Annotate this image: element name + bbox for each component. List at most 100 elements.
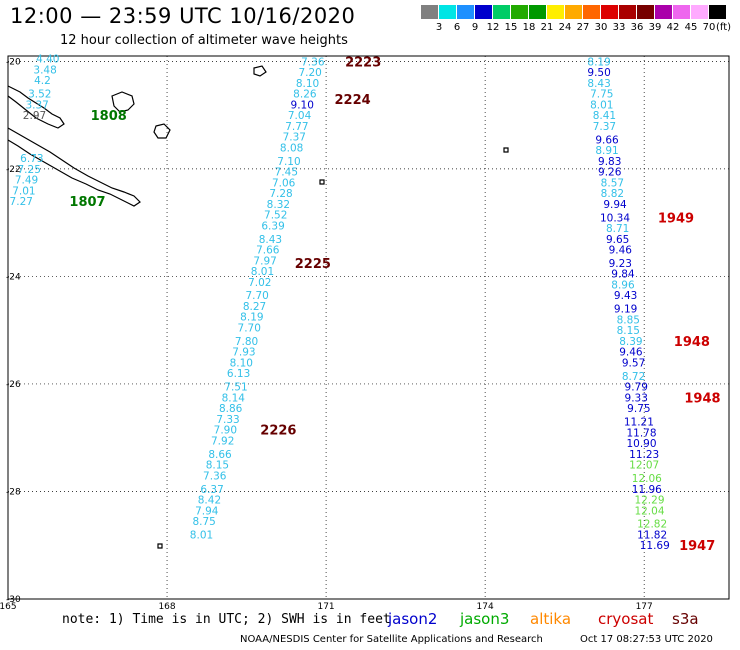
wave-height-value: 7.37 <box>283 132 306 144</box>
wave-height-value: 8.32 <box>267 199 290 211</box>
wave-height-value: 11.96 <box>632 484 662 496</box>
wave-height-value: 9.83 <box>598 156 621 168</box>
satellite-legend-entry: altika <box>530 610 572 628</box>
color-scale-label: 42 <box>666 22 680 33</box>
altimeter-track: 7.367.208.108.269.107.047.777.378.087.10… <box>190 56 325 541</box>
color-scale-label: 21 <box>540 22 554 33</box>
color-scale-unit: (ft) <box>716 22 732 33</box>
wave-height-value: 3.37 <box>25 99 48 111</box>
wave-height-value: 8.96 <box>611 279 635 291</box>
wave-height-value: 8.42 <box>198 495 221 507</box>
color-scale-swatch <box>547 5 565 19</box>
island-new-caledonia <box>7 127 141 207</box>
wave-height-value: 8.86 <box>219 403 243 415</box>
wave-height-value: 11.78 <box>626 427 656 439</box>
color-scale-swatch <box>439 5 457 19</box>
satellite-legend-entry: cryosat <box>598 610 654 628</box>
wave-height-value: 8.10 <box>230 357 253 369</box>
island-mare <box>153 123 171 139</box>
color-scale-label: 9 <box>471 22 479 33</box>
wave-height-value: 10.34 <box>600 212 630 224</box>
wave-height-value: 7.51 <box>224 382 247 394</box>
wave-height-value: 8.43 <box>587 78 610 90</box>
lat-tick-label: -20 <box>6 57 21 67</box>
lat-tick-label: -24 <box>6 272 21 282</box>
color-scale-swatch <box>565 5 583 19</box>
coastline <box>7 65 509 549</box>
wave-height-value: 8.14 <box>222 392 246 404</box>
pass-number: 1948 <box>684 391 720 406</box>
color-scale-swatch <box>529 5 547 19</box>
wave-height-value: 8.10 <box>296 78 319 90</box>
color-scale-swatch <box>619 5 637 19</box>
map-title: 12:00 — 23:59 UTC 10/16/2020 <box>10 4 356 28</box>
color-scale-label: 6 <box>453 22 461 33</box>
wave-height-value: 12.82 <box>637 519 667 531</box>
lon-tick-label: 171 <box>317 602 334 612</box>
wave-height-value: 7.36 <box>203 470 227 482</box>
wave-height-value: 12.07 <box>629 460 659 472</box>
wave-height-value: 2.97 <box>23 110 46 122</box>
wave-height-value: 9.66 <box>595 134 619 146</box>
wave-height-value: 8.15 <box>206 460 229 472</box>
pass-number: 1949 <box>658 211 694 226</box>
island-small-c <box>157 543 163 549</box>
color-scale-swatch <box>601 5 619 19</box>
lat-tick-label: -26 <box>6 380 21 390</box>
wave-height-value: 7.33 <box>216 414 239 426</box>
wave-height-value: 7.28 <box>269 188 292 200</box>
wave-height-value: 8.01 <box>190 529 213 541</box>
satellite-legend-entry: jason3 <box>460 610 510 628</box>
color-scale-label: 18 <box>522 22 536 33</box>
wave-height-value: 7.49 <box>15 175 38 187</box>
wave-height-value: 8.85 <box>617 314 640 326</box>
wave-height-value: 7.02 <box>248 277 271 289</box>
pass-number: 2225 <box>295 257 331 272</box>
wave-height-value: 8.72 <box>622 371 645 383</box>
wave-height-value: 7.97 <box>253 255 276 267</box>
lat-tick-label: -30 <box>6 595 21 605</box>
wave-height-value: 8.26 <box>293 89 317 101</box>
wave-height-value: 7.93 <box>232 347 255 359</box>
wave-height-value: 9.33 <box>625 392 648 404</box>
color-scale-label: 12 <box>486 22 500 33</box>
wave-height-value: 9.46 <box>609 245 633 257</box>
wave-height-value: 7.25 <box>18 164 41 176</box>
lat-tick-label: -28 <box>6 487 21 497</box>
wave-height-value: 8.08 <box>280 142 303 154</box>
wave-height-value: 4.40 <box>36 54 59 66</box>
wave-height-value: 7.70 <box>238 323 261 335</box>
wave-height-value: 8.91 <box>595 145 618 157</box>
color-scale-bar <box>421 5 727 19</box>
wave-height-value: 6.39 <box>261 220 284 232</box>
wave-height-value: 8.66 <box>208 449 232 461</box>
wave-height-value: 8.01 <box>251 266 274 278</box>
wave-height-value: 11.21 <box>624 417 654 429</box>
color-scale-label: 39 <box>648 22 662 33</box>
wave-height-value: 8.71 <box>606 223 629 235</box>
pass-number: 2226 <box>260 424 296 439</box>
lon-tick-label: 174 <box>477 602 494 612</box>
wave-height-value: 7.90 <box>214 425 237 437</box>
pass-number: 1948 <box>674 335 710 350</box>
island-lifou <box>111 91 135 113</box>
wave-height-value: 9.10 <box>291 99 314 111</box>
wave-height-value: 9.57 <box>622 357 645 369</box>
wave-height-value: 7.80 <box>235 336 258 348</box>
wave-height-value: 6.13 <box>227 368 250 380</box>
color-scale-label: 15 <box>504 22 518 33</box>
wave-height-value: 12.29 <box>634 495 664 507</box>
color-scale-label: 45 <box>684 22 698 33</box>
wave-height-value: 12.06 <box>632 473 662 485</box>
wave-height-value: 6.73 <box>20 153 43 165</box>
satellite-legend-entry: s3a <box>672 610 699 628</box>
island-small-a <box>253 65 267 77</box>
altimeter-track: 8.199.508.437.758.018.417.379.668.919.83… <box>587 56 669 552</box>
wave-height-value: 7.10 <box>277 156 300 168</box>
wave-height-value: 7.36 <box>301 56 325 68</box>
wave-height-value: 8.27 <box>243 301 266 313</box>
altimeter-track: 6.737.257.497.017.27 <box>10 153 44 208</box>
color-scale-swatch <box>709 5 727 19</box>
color-scale-label: 27 <box>576 22 590 33</box>
